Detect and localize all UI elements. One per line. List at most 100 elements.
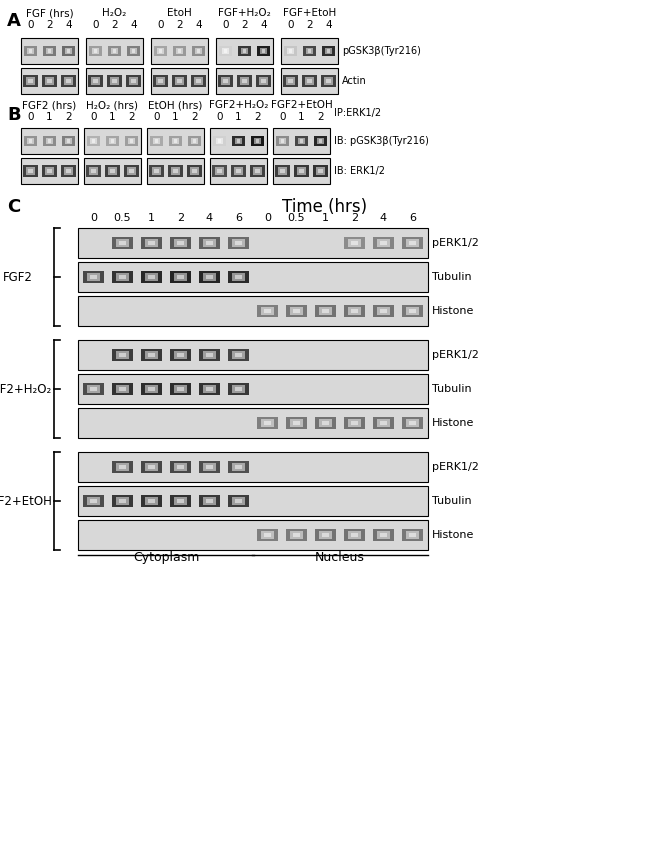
Bar: [232, 464, 245, 470]
Bar: [373, 529, 394, 541]
Text: Nucleus: Nucleus: [315, 551, 365, 564]
Bar: [232, 351, 245, 358]
Bar: [306, 48, 313, 54]
Bar: [45, 77, 54, 85]
Text: A: A: [7, 12, 21, 30]
Bar: [315, 305, 336, 317]
Text: FGF2+H₂O₂: FGF2+H₂O₂: [0, 382, 51, 395]
Bar: [352, 421, 358, 425]
Bar: [90, 275, 97, 279]
Bar: [174, 239, 187, 247]
Bar: [286, 305, 307, 317]
Bar: [174, 351, 187, 358]
Bar: [174, 464, 187, 470]
Text: 0: 0: [153, 112, 160, 122]
Bar: [174, 169, 177, 173]
Bar: [326, 50, 330, 52]
Bar: [154, 45, 167, 57]
Bar: [24, 135, 37, 147]
Text: C: C: [7, 198, 20, 216]
Bar: [92, 140, 96, 142]
Bar: [159, 50, 162, 52]
Bar: [278, 138, 287, 144]
Bar: [188, 135, 201, 147]
Text: 2: 2: [241, 20, 248, 30]
Bar: [406, 239, 419, 247]
Bar: [377, 308, 390, 315]
Bar: [151, 68, 208, 94]
Text: Actin: Actin: [342, 76, 367, 86]
Bar: [235, 499, 242, 503]
Bar: [254, 138, 261, 144]
Bar: [402, 417, 423, 429]
Text: 1: 1: [46, 112, 53, 122]
Bar: [344, 529, 365, 541]
Text: 2: 2: [46, 20, 53, 30]
Bar: [112, 495, 133, 507]
Bar: [45, 167, 54, 175]
Bar: [91, 169, 96, 173]
Text: 0.5: 0.5: [288, 213, 305, 223]
Bar: [78, 374, 428, 404]
Text: 2: 2: [65, 112, 72, 122]
Text: 0: 0: [90, 112, 97, 122]
Text: 4: 4: [130, 20, 136, 30]
Bar: [147, 158, 204, 184]
Bar: [120, 387, 125, 391]
Text: pERK1/2: pERK1/2: [432, 350, 479, 360]
Bar: [410, 241, 415, 245]
Bar: [352, 533, 358, 536]
Bar: [302, 75, 317, 87]
Text: FGF2 (hrs): FGF2 (hrs): [22, 100, 77, 110]
Bar: [206, 499, 213, 503]
Bar: [78, 452, 428, 482]
Bar: [145, 351, 158, 358]
Bar: [190, 138, 198, 144]
Bar: [352, 309, 358, 313]
Bar: [172, 75, 187, 87]
Bar: [83, 383, 104, 395]
Bar: [288, 79, 292, 83]
Bar: [168, 165, 183, 177]
Bar: [29, 50, 32, 52]
Bar: [322, 533, 329, 536]
Bar: [177, 241, 184, 245]
Bar: [149, 165, 164, 177]
Bar: [108, 167, 117, 175]
Bar: [256, 75, 271, 87]
Bar: [89, 167, 98, 175]
Bar: [111, 48, 118, 54]
Bar: [216, 38, 273, 64]
Bar: [265, 533, 270, 536]
Bar: [286, 417, 307, 429]
Bar: [91, 77, 100, 85]
Bar: [221, 77, 230, 85]
Text: 4: 4: [325, 20, 332, 30]
Bar: [87, 135, 100, 147]
Bar: [23, 75, 38, 87]
Text: 2: 2: [111, 20, 118, 30]
Bar: [322, 309, 329, 313]
Bar: [112, 271, 133, 283]
Bar: [305, 77, 314, 85]
Bar: [250, 165, 265, 177]
Bar: [47, 140, 51, 142]
Bar: [322, 421, 329, 425]
Text: 0.5: 0.5: [114, 213, 131, 223]
Bar: [242, 50, 246, 52]
Bar: [235, 275, 242, 279]
Bar: [313, 165, 328, 177]
Bar: [83, 271, 104, 283]
Text: 0: 0: [92, 20, 99, 30]
Bar: [27, 138, 34, 144]
Bar: [402, 529, 423, 541]
Text: Tubulin: Tubulin: [432, 496, 472, 506]
Text: 1: 1: [148, 213, 155, 223]
Text: 2: 2: [128, 112, 135, 122]
Text: 4: 4: [206, 213, 213, 223]
Bar: [307, 50, 311, 52]
Bar: [410, 533, 415, 536]
Bar: [290, 531, 303, 538]
Text: H₂O₂ (hrs): H₂O₂ (hrs): [86, 100, 138, 110]
Bar: [402, 305, 423, 317]
